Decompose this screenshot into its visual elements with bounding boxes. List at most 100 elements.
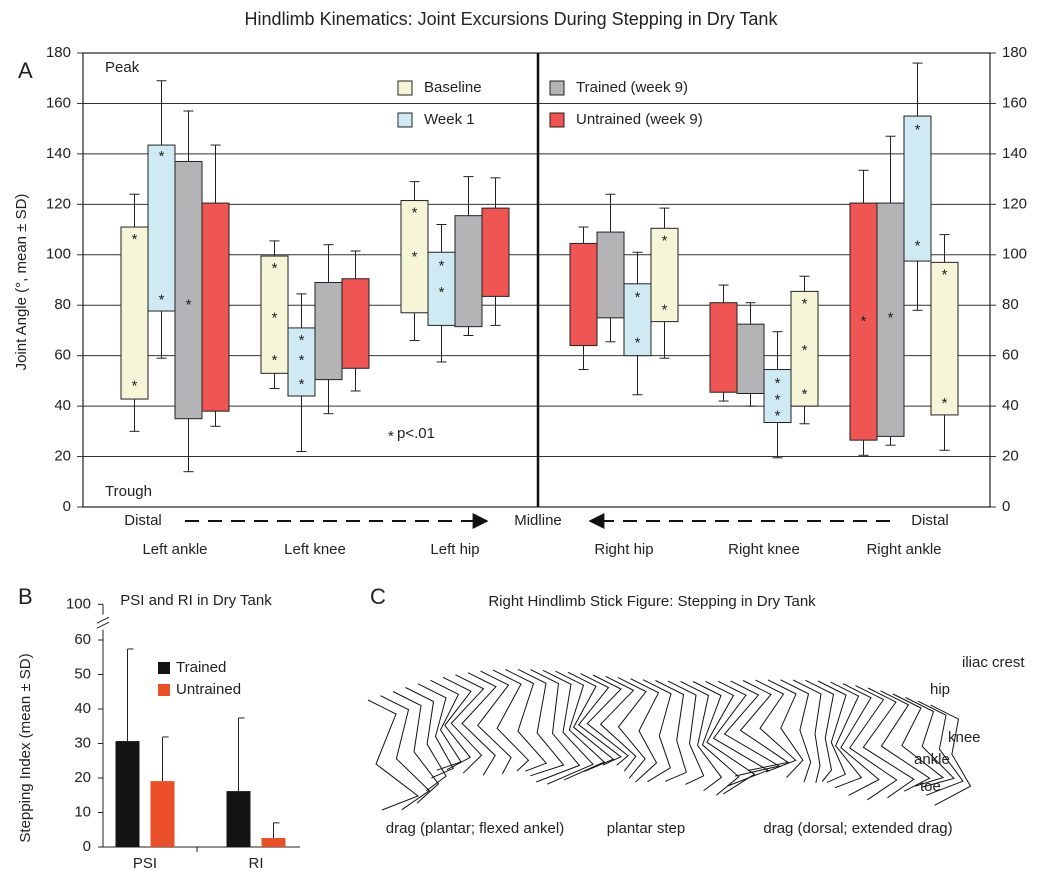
x-tick-label: Right knee	[728, 541, 800, 558]
annotation: Trough	[105, 483, 152, 500]
significance-star: *	[775, 375, 781, 392]
stick-frame	[493, 670, 529, 771]
y-tick-label: 100	[46, 246, 71, 263]
legend-label: Baseline	[424, 79, 482, 96]
bar	[262, 838, 286, 847]
figure: Hindlimb Kinematics: Joint Excursions Du…	[0, 0, 1038, 871]
legend-label: Untrained	[176, 681, 241, 698]
y-tick-label: 80	[54, 296, 71, 313]
legend-label: Trained	[176, 659, 226, 676]
significance-star: *	[915, 237, 921, 254]
bar	[116, 741, 140, 847]
y-tick-label: 120	[46, 195, 71, 212]
significance-star: *	[802, 295, 808, 312]
box	[931, 262, 958, 415]
joint-label: knee	[948, 729, 981, 746]
chart-title: PSI and RI in Dry Tank	[120, 592, 272, 609]
panel-label: A	[18, 58, 33, 83]
significance-star: *	[802, 342, 808, 359]
stick-frame	[368, 700, 418, 810]
x-tick-label: Left knee	[284, 541, 346, 558]
stick-frame	[478, 671, 511, 774]
box	[342, 279, 369, 369]
legend-swatch	[398, 81, 412, 95]
axis-break	[97, 617, 109, 623]
legend-swatch	[398, 113, 412, 127]
significance-star: *	[272, 352, 278, 369]
axis-break	[97, 622, 109, 628]
box	[315, 283, 342, 380]
box	[455, 216, 482, 327]
y2-tick-label: 120	[1002, 195, 1027, 212]
legend-label: Untrained (week 9)	[576, 111, 703, 128]
legend-swatch	[550, 113, 564, 127]
box	[597, 232, 624, 318]
stick-frame	[506, 670, 547, 772]
joint-label: ankle	[914, 751, 950, 768]
significance-star: *	[299, 352, 305, 369]
significance-star: *	[412, 205, 418, 222]
y2-tick-label: 20	[1002, 448, 1019, 465]
stick-frame	[756, 680, 796, 772]
stick-frame	[518, 669, 564, 776]
x-axis-label: Distal	[911, 512, 949, 529]
significance-star: *	[186, 297, 192, 314]
y-tick-label: 60	[74, 631, 91, 648]
bar	[227, 791, 251, 847]
joint-label: toe	[920, 778, 941, 795]
box	[175, 161, 202, 418]
y-tick-label: 180	[46, 44, 71, 61]
x-tick-label: Left hip	[430, 541, 479, 558]
box	[482, 208, 509, 296]
y-tick-label: 20	[74, 769, 91, 786]
annotation: *	[388, 428, 394, 445]
legend-swatch	[550, 81, 564, 95]
significance-star: *	[132, 231, 138, 248]
x-axis-label: Midline	[514, 512, 562, 529]
significance-star: *	[299, 376, 305, 393]
significance-star: *	[775, 391, 781, 408]
significance-star: *	[662, 232, 668, 249]
significance-star: *	[299, 332, 305, 349]
box	[710, 303, 737, 393]
diagram-title: Right Hindlimb Stick Figure: Stepping in…	[488, 593, 816, 610]
significance-star: *	[888, 309, 894, 326]
significance-star: *	[915, 121, 921, 138]
legend-label: Week 1	[424, 111, 475, 128]
stick-frame	[618, 678, 646, 779]
y-axis-label: Stepping Index (mean ± SD)	[17, 653, 34, 842]
y-tick-label: 140	[46, 145, 71, 162]
y-tick-label: 160	[46, 94, 71, 111]
y2-tick-label: 100	[1002, 246, 1027, 263]
annotation: Peak	[105, 59, 140, 76]
x-tick-label: Right ankle	[866, 541, 941, 558]
box	[148, 145, 175, 311]
y2-tick-label: 0	[1002, 498, 1010, 515]
significance-star: *	[272, 260, 278, 277]
stick-frame	[579, 674, 621, 765]
phase-label: plantar step	[607, 820, 685, 837]
panel-label: B	[18, 584, 33, 609]
y-axis-label: Joint Angle (°, mean ± SD)	[13, 194, 30, 371]
stick-frame	[531, 670, 580, 782]
chart-title: Hindlimb Kinematics: Joint Excursions Du…	[245, 9, 779, 29]
significance-star: *	[942, 395, 948, 412]
stick-frame	[381, 696, 430, 810]
y-tick-label: 30	[74, 734, 91, 751]
box	[202, 203, 229, 411]
x-axis-label: Distal	[124, 512, 162, 529]
y2-tick-label: 40	[1002, 397, 1019, 414]
legend-label: Trained (week 9)	[576, 79, 688, 96]
box	[121, 227, 148, 399]
y-tick-label: 60	[54, 347, 71, 364]
significance-star: *	[802, 386, 808, 403]
significance-star: *	[159, 292, 165, 309]
y-tick-label: 100	[66, 595, 91, 612]
significance-star: *	[775, 408, 781, 425]
significance-star: *	[439, 258, 445, 275]
significance-star: *	[635, 289, 641, 306]
y-tick-label: 40	[74, 700, 91, 717]
significance-star: *	[942, 266, 948, 283]
y-tick-label: 40	[54, 397, 71, 414]
annotation: p<.01	[397, 425, 435, 442]
